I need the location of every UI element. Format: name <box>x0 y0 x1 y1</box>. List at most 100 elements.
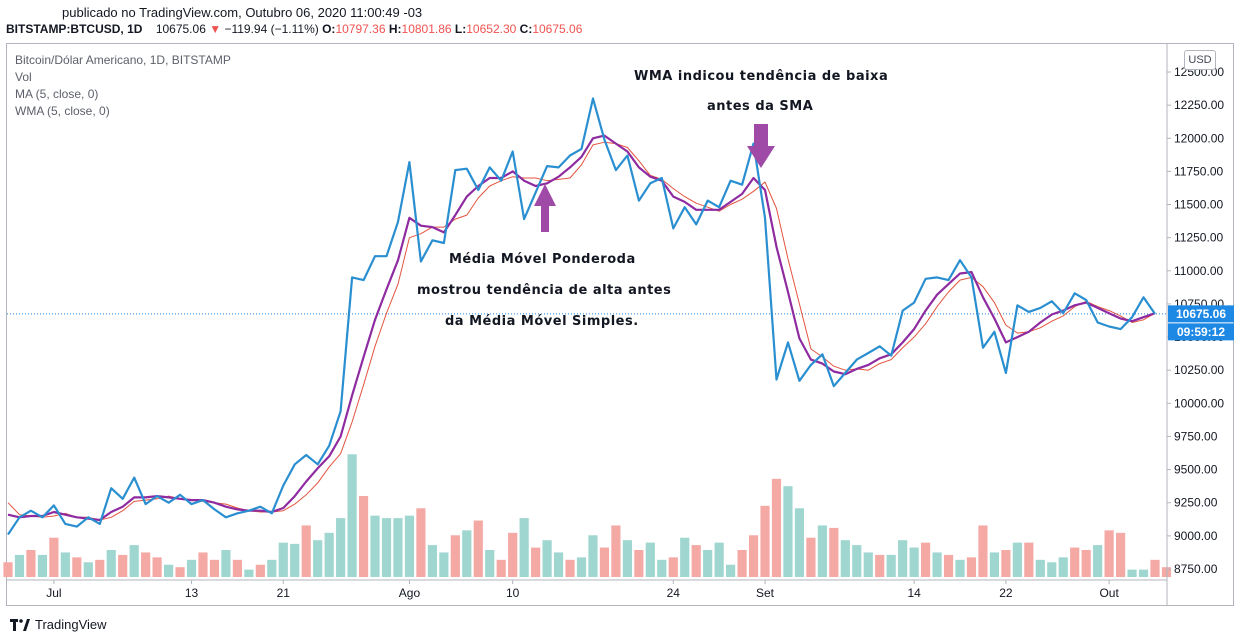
volume-bar <box>1104 530 1114 577</box>
x-tick-label: 22 <box>999 586 1013 600</box>
legend-ma[interactable]: MA (5, close, 0) <box>15 87 99 101</box>
volume-bar <box>221 550 231 577</box>
price-line <box>7 97 1156 536</box>
volume-bar <box>290 543 300 577</box>
x-tick-label: 14 <box>907 586 921 600</box>
volume-bar <box>840 540 850 577</box>
y-tick-label: 11750.00 <box>1174 164 1223 178</box>
y-tick-label: 11500.00 <box>1174 198 1223 212</box>
volume-bar <box>622 540 632 577</box>
x-tick-label: 21 <box>277 586 291 600</box>
volume-bar <box>1138 569 1149 577</box>
volume-bar <box>26 550 36 577</box>
volume-bar <box>703 550 713 577</box>
volume-bar <box>324 532 334 577</box>
volume-bar <box>989 552 1000 577</box>
chart-title: Bitcoin/Dólar Americano, 1D, BITSTAMP <box>15 53 231 67</box>
y-tick-label: 11250.00 <box>1174 231 1223 245</box>
low-value: 10652.30 <box>466 22 517 36</box>
volume-bar <box>209 559 220 577</box>
volume-bar <box>267 559 277 577</box>
y-tick-label: 9250.00 <box>1174 496 1218 510</box>
volume-bar <box>932 552 942 577</box>
volume-bar <box>1150 559 1160 577</box>
volume-bar <box>129 545 139 577</box>
volume-bar <box>565 559 575 577</box>
volume-bar <box>37 554 47 577</box>
open-label: O: <box>322 22 336 36</box>
symbol-label[interactable]: BITSTAMP:BTCUSD, 1D <box>6 22 143 36</box>
volume-bar <box>278 542 288 577</box>
y-tick-label: 12000.00 <box>1174 131 1224 145</box>
down-arrow-icon: ▼ <box>209 22 222 36</box>
y-tick-label: 9750.00 <box>1174 429 1218 443</box>
up-arrow-icon <box>534 184 556 232</box>
svg-text:09:59:12: 09:59:12 <box>1177 325 1225 339</box>
volume-bar <box>852 545 862 577</box>
volume-bar <box>553 552 564 577</box>
y-tick-label: 11000.00 <box>1174 264 1223 278</box>
volume-bar <box>106 550 116 577</box>
x-tick-label: Out <box>1099 586 1119 600</box>
legend-vol[interactable]: Vol <box>15 70 32 84</box>
volume-bar <box>1024 542 1034 577</box>
volume-bar <box>14 554 25 577</box>
volume-bar <box>771 478 782 577</box>
volume-bar <box>370 515 380 577</box>
price-change: −119.94 (−1.11%) <box>224 22 319 36</box>
volume-bar <box>863 552 873 577</box>
volume-bar <box>978 525 988 577</box>
volume-bar <box>60 552 70 577</box>
y-tick-label: 10000.00 <box>1174 396 1224 410</box>
wma-line <box>7 134 1156 522</box>
volume-bar <box>1116 532 1126 577</box>
volume-bar <box>531 547 541 577</box>
time-axis: Jul 13 21 Ago 10 24 Set 14 22 Out <box>46 580 1119 600</box>
currency-button[interactable]: USD <box>1184 50 1216 70</box>
volume-bar <box>794 508 805 577</box>
volume-bar <box>898 540 908 577</box>
volume-bar <box>163 564 174 577</box>
volume-bar <box>886 554 896 577</box>
volume-bar <box>680 537 690 577</box>
volume-bar <box>473 520 483 577</box>
volume-bar <box>301 525 311 577</box>
volume-bar <box>1035 559 1045 577</box>
annotation-wma-line1: WMA indicou tendência de baixa <box>634 69 889 84</box>
volume-bar <box>198 552 208 577</box>
volume-bar <box>1070 547 1080 577</box>
volume-bar <box>336 518 346 577</box>
published-caption: publicado no TradingView.com, Outubro 06… <box>62 5 423 20</box>
volume-bar <box>244 569 254 577</box>
volume-bar <box>416 508 426 577</box>
volume-bar <box>588 535 598 577</box>
low-label: L: <box>454 22 467 36</box>
volume-bar <box>714 542 724 577</box>
legend-wma[interactable]: WMA (5, close, 0) <box>15 104 110 118</box>
x-tick-label: Jul <box>46 586 61 600</box>
y-tick-label: 9000.00 <box>1174 529 1218 543</box>
tradingview-logo[interactable]: TradingView <box>10 617 107 632</box>
volume-bar <box>691 545 701 577</box>
x-tick-label: 10 <box>506 586 520 600</box>
y-tick-label: 9500.00 <box>1174 463 1218 477</box>
annotation-pond-line1: Média Móvel Ponderoda <box>449 252 636 267</box>
x-tick-label: Ago <box>399 586 421 600</box>
volume-bar <box>943 554 954 577</box>
annotation-pond-line3: da Média Móvel Simples. <box>445 314 639 329</box>
volume-bar <box>186 559 197 577</box>
volume-bar <box>485 550 495 577</box>
high-value: 10801.86 <box>401 22 452 36</box>
volume-bar <box>542 540 552 577</box>
volume-bar <box>921 542 931 577</box>
volume-bar <box>806 537 816 577</box>
volume-bar <box>1127 569 1137 577</box>
volume-bar <box>1058 557 1068 577</box>
volume-bar <box>404 515 415 577</box>
volume-bar <box>519 518 529 577</box>
volume-bar <box>599 547 610 577</box>
volume-bar <box>1001 550 1011 577</box>
svg-text:10675.06: 10675.06 <box>1176 307 1226 321</box>
volume-bar <box>726 564 736 577</box>
